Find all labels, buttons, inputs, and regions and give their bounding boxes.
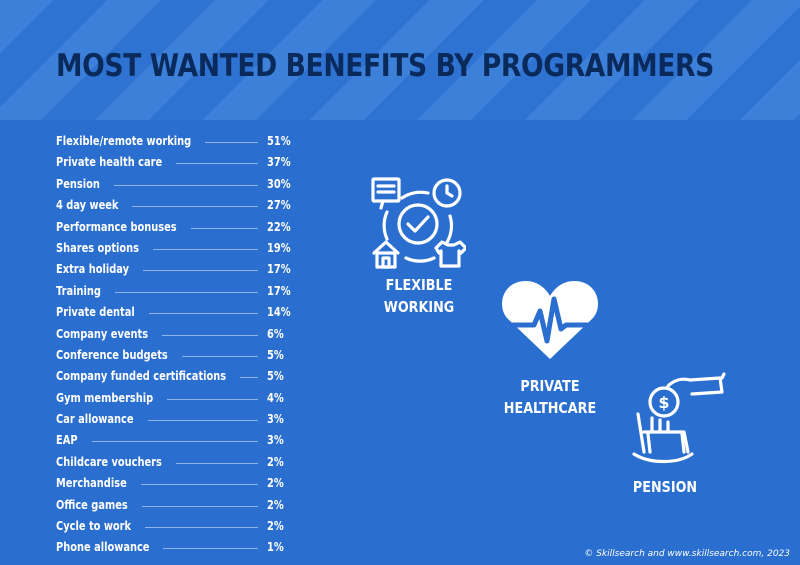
benefit-label: Private dental — [56, 305, 135, 320]
leader-line — [145, 527, 258, 529]
benefit-percentage: 19% — [267, 240, 291, 255]
benefit-label: 4 day week — [56, 198, 119, 213]
header-banner: MOST WANTED BENEFITS BY PROGRAMMERS — [0, 0, 800, 120]
leader-line — [175, 462, 258, 464]
leader-line — [205, 142, 258, 143]
benefit-label: Performance bonuses — [56, 219, 177, 234]
leader-line — [153, 248, 258, 250]
leader-line — [167, 398, 258, 400]
leader-line — [91, 441, 258, 443]
benefit-percentage: 30% — [267, 176, 291, 191]
benefit-row: Extra holiday 17% — [56, 259, 296, 280]
leader-line — [132, 206, 258, 208]
benefit-label: EAP — [56, 433, 78, 448]
benefit-label: Office games — [56, 497, 128, 512]
benefit-label: Company events — [56, 326, 149, 341]
benefit-row: Phone allowance 1% — [56, 537, 296, 558]
leader-line — [190, 227, 258, 229]
leader-line — [240, 377, 258, 379]
page-title: MOST WANTED BENEFITS BY PROGRAMMERS — [56, 48, 714, 84]
benefit-label: Phone allowance — [56, 540, 150, 555]
benefit-label: Merchandise — [56, 476, 127, 491]
benefit-percentage: 4% — [267, 390, 284, 405]
benefit-row: Company events 6% — [56, 324, 296, 345]
benefit-row: Training 17% — [56, 281, 296, 302]
benefit-percentage: 2% — [267, 519, 284, 534]
benefit-percentage: 14% — [267, 305, 291, 320]
benefit-row: Conference budgets 5% — [56, 345, 296, 366]
heart-pulse-icon — [500, 281, 600, 359]
benefit-label: Gym membership — [56, 390, 154, 405]
benefit-row: EAP 3% — [56, 430, 296, 451]
copyright-footer: © Skillsearch and www.skillsearch.com, 2… — [584, 549, 790, 559]
benefit-row: Performance bonuses 22% — [56, 217, 296, 238]
leader-line — [181, 355, 258, 357]
benefit-label: Conference budgets — [56, 347, 168, 362]
benefit-percentage: 2% — [267, 476, 284, 491]
benefit-percentage: 51% — [267, 134, 291, 148]
benefit-label: Cycle to work — [56, 519, 132, 534]
leader-line — [162, 334, 258, 336]
benefit-percentage: 6% — [267, 326, 284, 341]
leader-line — [140, 484, 258, 486]
benefit-row: Shares options 19% — [56, 238, 296, 259]
benefit-label: Shares options — [56, 240, 140, 255]
benefit-label: Pension — [56, 176, 100, 191]
benefit-percentage: 3% — [267, 433, 284, 448]
benefit-percentage: 22% — [267, 219, 291, 234]
benefit-percentage: 5% — [267, 369, 284, 384]
caption-pension: PENSION — [632, 478, 698, 496]
leader-line — [147, 420, 258, 422]
leader-line — [113, 184, 258, 186]
caption-flexible-working: FLEXIBLE WORKING — [383, 276, 455, 316]
benefit-row: Flexible/remote working 51% — [56, 131, 296, 152]
benefit-row: Office games 2% — [56, 495, 296, 516]
benefit-row: Gym membership 4% — [56, 388, 296, 409]
benefit-row: Private dental 14% — [56, 302, 296, 323]
benefit-label: Extra holiday — [56, 262, 130, 277]
benefit-label: Company funded certifications — [56, 369, 227, 384]
leader-line — [143, 270, 258, 272]
benefit-percentage: 1% — [267, 540, 284, 555]
benefit-percentage: 37% — [267, 155, 291, 170]
benefit-percentage: 2% — [267, 454, 284, 469]
benefits-list: Flexible/remote working 51% Private health… — [56, 131, 296, 559]
benefit-row: 4 day week 27% — [56, 195, 296, 216]
benefit-row: Private health care 37% — [56, 152, 296, 173]
benefit-percentage: 3% — [267, 412, 284, 427]
benefit-row: Merchandise 2% — [56, 473, 296, 494]
benefit-label: Childcare vouchers — [56, 454, 162, 469]
leader-line — [148, 313, 258, 315]
leader-line — [141, 505, 258, 507]
benefit-label: Flexible/remote working — [56, 134, 192, 148]
benefit-percentage: 2% — [267, 497, 284, 512]
rocking-chair-coin-icon: $ — [632, 372, 726, 464]
svg-text:$: $ — [658, 393, 669, 412]
benefit-row: Car allowance 3% — [56, 409, 296, 430]
benefit-percentage: 17% — [267, 283, 291, 298]
benefit-row: Cycle to work 2% — [56, 516, 296, 537]
benefit-percentage: 27% — [267, 198, 291, 213]
benefit-row: Pension 30% — [56, 174, 296, 195]
benefit-percentage: 5% — [267, 347, 284, 362]
leader-line — [176, 163, 258, 165]
benefit-row: Company funded certifications 5% — [56, 366, 296, 387]
leader-line — [163, 548, 258, 550]
flexible-working-icon — [371, 177, 466, 269]
benefit-label: Car allowance — [56, 412, 134, 427]
benefit-row: Childcare vouchers 2% — [56, 452, 296, 473]
benefit-label: Private health care — [56, 155, 163, 170]
leader-line — [114, 291, 258, 293]
caption-private-healthcare: PRIVATE HEALTHCARE — [503, 377, 597, 417]
benefit-percentage: 17% — [267, 262, 291, 277]
benefit-label: Training — [56, 283, 101, 298]
